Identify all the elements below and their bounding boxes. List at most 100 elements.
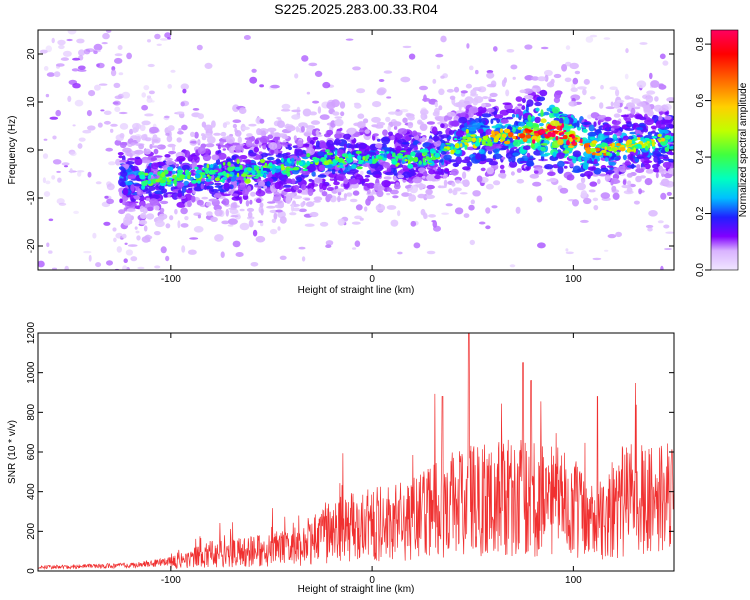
- heatmap-cell: [523, 88, 533, 94]
- heatmap-cell: [188, 187, 193, 191]
- heatmap-cell: [337, 218, 345, 226]
- heatmap-cell: [146, 213, 155, 220]
- heatmap-cell: [291, 178, 296, 185]
- heatmap-cell: [122, 265, 128, 270]
- heatmap-cell: [667, 168, 674, 175]
- heatmap-cell: [569, 62, 579, 70]
- heatmap-cell: [354, 215, 362, 220]
- heatmap-cell: [356, 88, 366, 94]
- heatmap-cell: [646, 140, 650, 144]
- heatmap-cell: [650, 80, 660, 88]
- heatmap-cell: [39, 49, 48, 54]
- heatmap-cell: [188, 249, 197, 255]
- heatmap-cell: [295, 149, 304, 156]
- heatmap-cell: [133, 183, 142, 187]
- heatmap-cell: [87, 171, 92, 178]
- heatmap-cell: [626, 122, 633, 128]
- heatmap-cell: [426, 157, 433, 160]
- heatmap-cell: [463, 100, 470, 104]
- heatmap-cell: [286, 125, 296, 132]
- heatmap-cell: [98, 83, 108, 86]
- heatmap-cell: [129, 128, 134, 135]
- heatmap-cell: [218, 164, 222, 169]
- heatmap-cell: [397, 251, 403, 255]
- heatmap-cell: [470, 89, 477, 96]
- heatmap-cell: [654, 147, 659, 152]
- heatmap-cell: [596, 129, 601, 134]
- heatmap-cell: [291, 114, 301, 120]
- heatmap-cell: [663, 172, 673, 179]
- heatmap-cell: [624, 161, 632, 166]
- heatmap-cell: [228, 186, 232, 189]
- heatmap-cell: [246, 174, 253, 177]
- heatmap-cell: [214, 209, 223, 217]
- heatmap-cell: [293, 185, 300, 191]
- heatmap-cell: [384, 171, 395, 176]
- heatmap-cell: [286, 157, 291, 163]
- y-tick-label: 1200: [26, 321, 37, 344]
- heatmap-cell: [515, 96, 523, 102]
- heatmap-cell: [266, 165, 273, 169]
- heatmap-cell: [273, 212, 278, 220]
- heatmap-cell: [568, 101, 578, 107]
- heatmap-cell: [611, 147, 617, 152]
- heatmap-cell: [664, 248, 672, 250]
- spectrogram-y-axis-label: Frequency (Hz): [7, 116, 18, 185]
- heatmap-cell: [494, 114, 504, 119]
- heatmap-cell: [473, 96, 484, 104]
- heatmap-cell: [153, 231, 161, 236]
- heatmap-cell: [633, 147, 637, 153]
- heatmap-cell: [314, 177, 323, 184]
- heatmap-cell: [522, 130, 526, 134]
- heatmap-cell: [166, 182, 172, 185]
- heatmap-cell: [636, 127, 644, 131]
- heatmap-cell: [346, 192, 353, 197]
- heatmap-cell: [526, 99, 534, 107]
- heatmap-cell: [45, 93, 50, 98]
- heatmap-cell: [164, 154, 171, 158]
- heatmap-cell: [423, 150, 430, 153]
- heatmap-cell: [74, 99, 84, 107]
- heatmap-cell: [434, 152, 440, 158]
- heatmap-cell: [326, 129, 334, 136]
- heatmap-cell: [478, 115, 482, 124]
- heatmap-cell: [192, 189, 196, 195]
- heatmap-cell: [358, 142, 367, 149]
- heatmap-cell: [577, 86, 587, 90]
- heatmap-cell: [662, 181, 670, 185]
- heatmap-cell: [373, 182, 382, 191]
- heatmap-cell: [334, 118, 344, 127]
- heatmap-cell: [331, 168, 336, 175]
- heatmap-cell: [325, 240, 334, 246]
- heatmap-cell: [480, 167, 486, 172]
- heatmap-cell: [348, 178, 358, 185]
- heatmap-cell: [503, 140, 511, 145]
- heatmap-cell: [525, 105, 529, 113]
- heatmap-cell: [600, 84, 604, 90]
- heatmap-cell: [540, 146, 546, 152]
- heatmap-cell: [650, 130, 656, 134]
- heatmap-cell: [539, 89, 548, 97]
- heatmap-cell: [624, 73, 629, 80]
- heatmap-cell: [493, 46, 498, 52]
- heatmap-cell: [281, 135, 289, 140]
- heatmap-cell: [271, 218, 277, 223]
- heatmap-cell: [121, 197, 126, 206]
- heatmap-cell: [349, 136, 355, 140]
- heatmap-cell: [340, 183, 344, 187]
- heatmap-cell: [275, 165, 282, 169]
- heatmap-cell: [234, 144, 242, 153]
- heatmap-cell: [147, 180, 152, 184]
- heatmap-cell: [521, 125, 529, 129]
- heatmap-cell: [298, 161, 304, 166]
- heatmap-cell: [167, 166, 174, 172]
- heatmap-cell: [509, 264, 516, 268]
- heatmap-cell: [244, 137, 254, 141]
- heatmap-cell: [267, 201, 276, 204]
- heatmap-cell: [515, 206, 521, 214]
- heatmap-cell: [368, 158, 373, 165]
- heatmap-cell: [178, 128, 182, 132]
- heatmap-cell: [114, 57, 123, 64]
- heatmap-cell: [365, 145, 370, 152]
- heatmap-cell: [566, 140, 570, 146]
